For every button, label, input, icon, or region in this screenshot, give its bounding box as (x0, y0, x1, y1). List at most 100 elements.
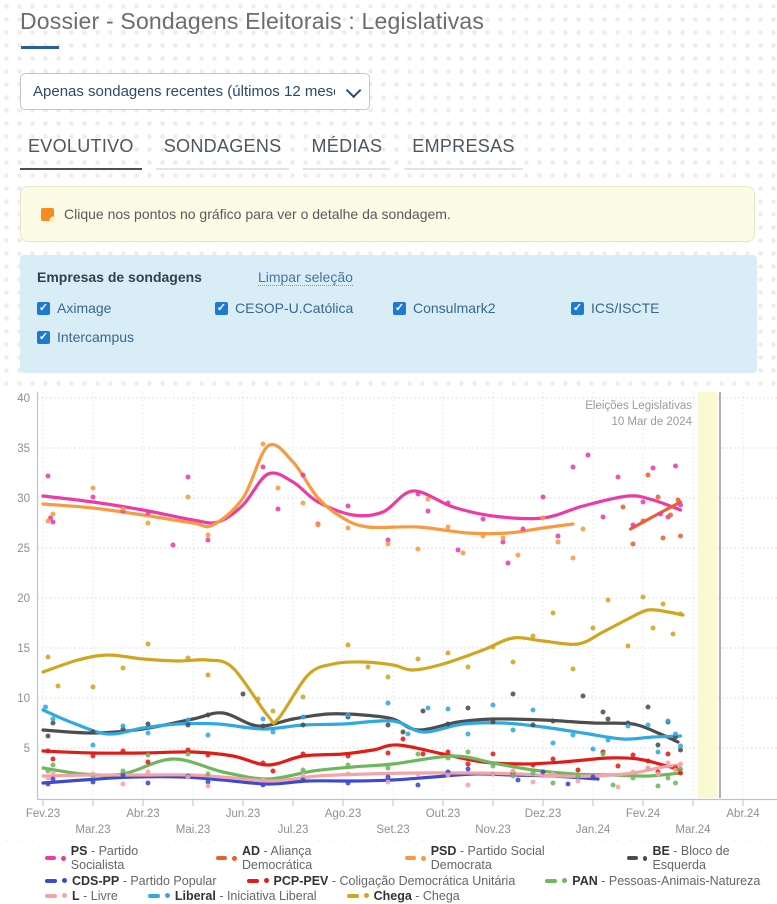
poll-point-l[interactable] (415, 771, 421, 777)
legend-item-be[interactable]: BE - Bloco de Esquerda (626, 844, 777, 872)
poll-point-ps[interactable] (445, 500, 451, 506)
poll-point-pan[interactable] (665, 775, 671, 781)
poll-point-psd[interactable] (445, 524, 451, 530)
poll-point-l[interactable] (600, 772, 606, 778)
tab-empresas[interactable]: EMPRESAS (404, 136, 523, 170)
poll-point-pan[interactable] (510, 773, 516, 779)
poll-point-pcp-pev[interactable] (270, 768, 276, 774)
poll-point-pan[interactable] (600, 751, 606, 757)
checkbox-ics-iscte[interactable]: ✓ ICS/ISCTE (571, 300, 731, 316)
legend-item-cds-pp[interactable]: CDS-PP - Partido Popular (45, 874, 217, 888)
poll-point-psd[interactable] (500, 535, 506, 541)
poll-point-chega[interactable] (120, 665, 126, 671)
poll-point-ps[interactable] (650, 465, 656, 471)
poll-point-l[interactable] (260, 777, 266, 783)
poll-point-pcp-pev[interactable] (300, 751, 306, 757)
poll-point-liberal[interactable] (120, 723, 126, 729)
poll-point-liberal[interactable] (145, 730, 151, 736)
poll-point-liberal[interactable] (590, 746, 596, 752)
poll-point-cds-pp[interactable] (465, 766, 471, 772)
poll-point-chega[interactable] (605, 597, 611, 603)
poll-point-pcp-pev[interactable] (615, 763, 621, 769)
poll-point-pan[interactable] (445, 755, 451, 761)
poll-point-ps[interactable] (640, 499, 646, 505)
poll-point-chega[interactable] (465, 664, 471, 670)
poll-point-pan[interactable] (205, 771, 211, 777)
tab-médias[interactable]: MÉDIAS (303, 136, 391, 170)
poll-point-ps[interactable] (658, 511, 663, 517)
poll-point-ps[interactable] (185, 474, 191, 480)
poll-point-be[interactable] (678, 747, 683, 753)
poll-point-pcp-pev[interactable] (120, 748, 126, 754)
poll-point-chega[interactable] (45, 654, 51, 660)
poll-point-liberal[interactable] (43, 704, 48, 710)
poll-point-be[interactable] (400, 729, 406, 735)
poll-point-liberal[interactable] (270, 729, 276, 735)
poll-point-psd[interactable] (300, 500, 306, 506)
poll-point-liberal[interactable] (625, 723, 631, 729)
poll-point-l[interactable] (630, 769, 636, 775)
poll-point-pan[interactable] (575, 773, 581, 779)
poll-point-psd[interactable] (50, 511, 56, 517)
poll-point-pcp-pev[interactable] (575, 767, 581, 773)
poll-point-pcp-pev[interactable] (90, 753, 96, 759)
poll-point-pan[interactable] (145, 752, 151, 758)
poll-point-pan[interactable] (45, 768, 51, 774)
poll-point-psd[interactable] (555, 539, 561, 545)
poll-point-chega[interactable] (670, 631, 676, 637)
poll-point-chega[interactable] (490, 644, 496, 650)
poll-point-chega[interactable] (445, 650, 451, 656)
poll-point-l[interactable] (645, 765, 651, 771)
poll-point-ad[interactable] (645, 472, 651, 478)
poll-point-cds-pp[interactable] (515, 777, 521, 783)
poll-point-pcp-pev[interactable] (45, 748, 51, 754)
poll-point-be[interactable] (300, 722, 306, 728)
poll-point-be[interactable] (45, 733, 51, 739)
legend-item-liberal[interactable]: Liberal - Iniciativa Liberal (147, 889, 317, 903)
poll-point-pcp-pev[interactable] (630, 752, 636, 758)
poll-point-pcp-pev[interactable] (385, 750, 391, 756)
poll-point-chega[interactable] (185, 655, 191, 661)
poll-point-be[interactable] (90, 729, 96, 735)
poll-point-chega[interactable] (345, 642, 351, 648)
poll-point-ad[interactable] (675, 497, 681, 503)
poll-point-psd[interactable] (145, 520, 151, 526)
poll-point-pan[interactable] (120, 768, 126, 774)
poll-point-cds-pp[interactable] (45, 781, 51, 787)
poll-point-psd[interactable] (205, 532, 211, 538)
poll-point-chega[interactable] (640, 594, 646, 600)
checkbox-intercampus[interactable]: ✓ Intercampus (37, 329, 215, 345)
poll-point-liberal[interactable] (260, 716, 266, 722)
poll-point-be[interactable] (145, 721, 151, 727)
poll-point-ps[interactable] (275, 506, 281, 512)
legend-item-ad[interactable]: AD - Aliança Democrática (216, 844, 375, 872)
poll-point-chega[interactable] (678, 611, 683, 617)
poll-point-ps[interactable] (678, 502, 683, 508)
poll-point-cds-pp[interactable] (120, 772, 126, 778)
poll-point-cds-pp[interactable] (540, 769, 546, 775)
poll-point-liberal[interactable] (510, 727, 516, 733)
poll-point-be[interactable] (645, 704, 651, 710)
poll-point-cds-pp[interactable] (50, 776, 56, 782)
poll-point-be[interactable] (550, 718, 556, 724)
poll-point-chega[interactable] (650, 625, 656, 631)
poll-point-ps[interactable] (585, 452, 591, 458)
poll-point-cds-pp[interactable] (565, 781, 571, 787)
poll-point-pan[interactable] (300, 767, 306, 773)
poll-point-ad[interactable] (640, 518, 646, 524)
poll-point-l[interactable] (530, 779, 536, 785)
poll-point-pcp-pev[interactable] (345, 753, 351, 759)
poll-point-ps[interactable] (630, 522, 636, 528)
poll-point-ps[interactable] (345, 503, 351, 509)
poll-point-ps[interactable] (673, 463, 678, 469)
poll-point-cds-pp[interactable] (90, 779, 96, 785)
checkbox-aximage[interactable]: ✓ Aximage (37, 300, 215, 316)
legend-item-l[interactable]: L - Livre (45, 889, 118, 903)
poll-point-liberal[interactable] (490, 702, 496, 708)
poll-point-psd[interactable] (315, 522, 321, 528)
poll-point-ps[interactable] (385, 537, 391, 543)
poll-point-liberal[interactable] (605, 737, 611, 743)
poll-point-chega[interactable] (300, 694, 306, 700)
poll-point-ad[interactable] (620, 504, 626, 510)
poll-point-pcp-pev[interactable] (530, 762, 536, 768)
